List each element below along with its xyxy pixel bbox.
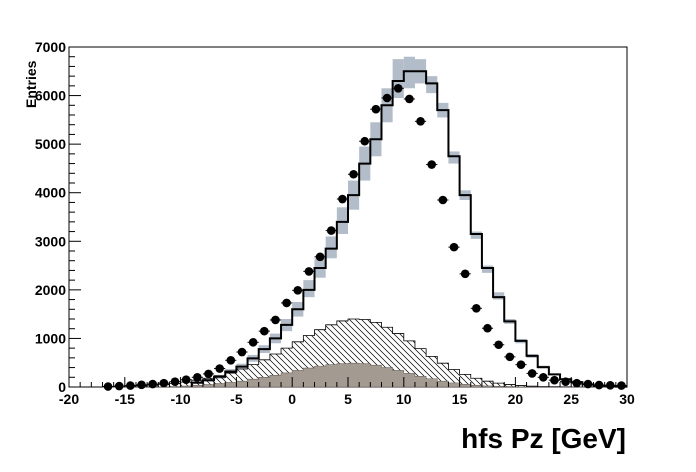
data-point <box>181 375 191 385</box>
data-point <box>371 104 381 114</box>
y-tick-label: 1000 <box>35 330 66 346</box>
x-tick-label: 30 <box>619 391 635 407</box>
data-point <box>204 369 213 379</box>
data-point <box>427 160 437 169</box>
mc-band-bin <box>426 76 438 94</box>
data-point <box>159 378 169 388</box>
data-point <box>137 380 146 390</box>
data-point <box>605 381 615 390</box>
data-point <box>126 381 135 390</box>
data-point <box>326 226 336 235</box>
x-tick-label: -10 <box>170 391 190 407</box>
y-tick-label: 0 <box>58 379 66 395</box>
data-point <box>382 93 392 103</box>
y-tick-label: 6000 <box>35 88 66 104</box>
x-tick-label: -20 <box>59 391 79 407</box>
data-point <box>360 136 370 146</box>
data-point <box>405 94 414 104</box>
data-point <box>472 304 481 313</box>
mc-band-bin <box>336 207 348 234</box>
data-point <box>193 372 202 382</box>
x-tick-label: 20 <box>508 391 524 407</box>
y-axis-label: Entries <box>23 60 39 108</box>
y-tick-label: 3000 <box>35 233 66 249</box>
x-tick-label: -5 <box>230 391 243 407</box>
x-axis-label: hfs Pz [GeV] <box>461 423 626 454</box>
data-point <box>438 195 448 205</box>
data-point <box>449 242 459 252</box>
mc-band-bin <box>481 265 494 273</box>
data-point <box>271 315 280 325</box>
mc-band-bin <box>470 231 482 239</box>
data-point <box>550 375 559 385</box>
mc-band-bin <box>303 280 315 298</box>
data-point <box>583 379 593 389</box>
data-point <box>248 338 258 347</box>
mc-band-bin <box>493 292 505 300</box>
data-point <box>494 340 503 350</box>
data-point <box>103 382 113 391</box>
x-tick-label: -15 <box>115 391 135 407</box>
x-tick-label: 10 <box>396 391 412 407</box>
mc-band-bin <box>448 151 460 164</box>
data-point <box>237 347 247 357</box>
data-point <box>349 169 358 179</box>
data-point <box>594 380 604 390</box>
data-point <box>539 372 548 382</box>
data-point <box>114 381 124 391</box>
mc-total-histogram <box>190 70 627 388</box>
data-point <box>338 194 347 204</box>
x-tick-label: 25 <box>563 391 579 407</box>
y-tick-label: 7000 <box>35 39 66 55</box>
data-point <box>516 360 526 369</box>
data-point <box>527 369 537 378</box>
data-point <box>617 381 626 390</box>
x-tick-label: 15 <box>452 391 468 407</box>
y-tick-label: 5000 <box>35 136 66 152</box>
data-point <box>260 326 269 336</box>
x-tick-label: 0 <box>288 391 296 407</box>
data-point <box>483 323 492 333</box>
data-point <box>416 117 425 126</box>
data-point <box>226 355 236 365</box>
mc-band-bin <box>403 56 415 89</box>
data-point <box>293 286 303 295</box>
data-point <box>505 352 515 362</box>
data-point <box>572 378 582 388</box>
mc-band-bin <box>325 236 337 259</box>
x-tick-label: 5 <box>344 391 352 407</box>
mc-band-bin <box>392 59 404 98</box>
data-point <box>304 267 314 276</box>
data-point <box>148 379 157 389</box>
data-point <box>215 364 224 373</box>
data-point <box>282 298 291 308</box>
data-point <box>315 252 325 262</box>
y-tick-label: 2000 <box>35 282 66 298</box>
data-point <box>393 83 403 93</box>
data-point <box>170 377 180 386</box>
y-tick-label: 4000 <box>35 185 66 201</box>
data-point <box>561 377 570 386</box>
data-point <box>460 269 470 279</box>
